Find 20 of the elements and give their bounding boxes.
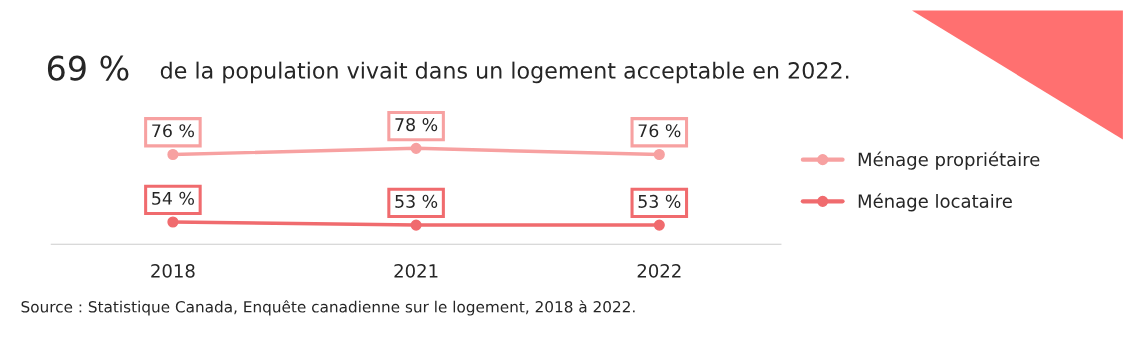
chart-title: 69 %: [47, 55, 129, 81]
point: [410, 142, 422, 154]
point: [653, 148, 665, 161]
data-label: 76 %: [638, 124, 681, 138]
point: [410, 219, 422, 231]
data-label: 78 %: [395, 118, 438, 132]
x-tick-label: 2021: [394, 264, 438, 278]
point: [167, 148, 179, 161]
source-note: Source : Statistique Canada, Enquête canadienne sur le logement, 2018 à 2022.: [21, 300, 635, 316]
data-label: 53 %: [395, 194, 438, 208]
legend-label: Ménage propriétaire: [858, 151, 1040, 170]
data-label: 54 %: [152, 191, 194, 205]
legend-label: Ménage locataire: [858, 193, 1012, 212]
x-tick-label: 2022: [637, 264, 681, 278]
chart-subtitle: de la population vivait dans un logement acceptable en 2022.: [160, 61, 849, 84]
point: [167, 216, 179, 228]
point: [653, 219, 665, 231]
x-tick-label: 2018: [151, 264, 195, 278]
data-label: 53 %: [638, 194, 681, 208]
data-label: 76 %: [152, 124, 194, 138]
